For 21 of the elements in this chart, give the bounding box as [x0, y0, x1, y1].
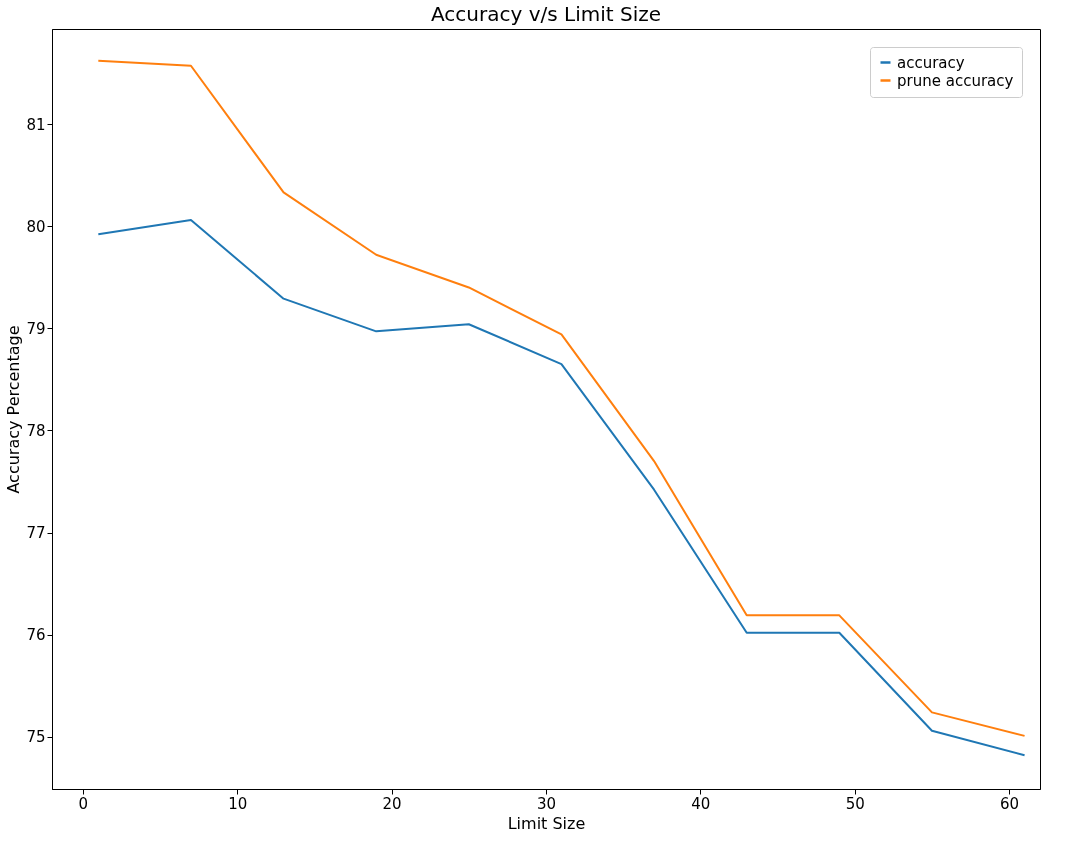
y-tick-label: 76: [26, 626, 46, 645]
x-tick-label: 40: [691, 794, 711, 813]
chart-title: Accuracy v/s Limit Size: [430, 2, 662, 26]
x-tick-label: 60: [1000, 794, 1020, 813]
legend-label: prune accuracy: [897, 71, 1014, 90]
y-tick-label: 80: [26, 217, 46, 236]
x-tick-label: 30: [536, 794, 557, 813]
y-axis-title: Accuracy Percentage: [4, 325, 24, 494]
y-tick-label: 79: [26, 319, 46, 338]
line-series: [97, 219, 1026, 757]
y-tick-label: 78: [26, 421, 46, 440]
x-tick-label: 10: [228, 794, 248, 813]
y-tick-label: 77: [26, 524, 46, 543]
x-tick-label: 50: [845, 794, 865, 813]
x-tick-label: 0: [78, 794, 89, 813]
x-tick-label: 20: [382, 794, 402, 813]
line-series: [97, 59, 1026, 737]
legend-label: accuracy: [897, 53, 965, 72]
y-tick-label: 81: [26, 115, 46, 134]
x-axis-title: Limit Size: [507, 813, 586, 833]
y-tick-label: 75: [26, 728, 46, 747]
